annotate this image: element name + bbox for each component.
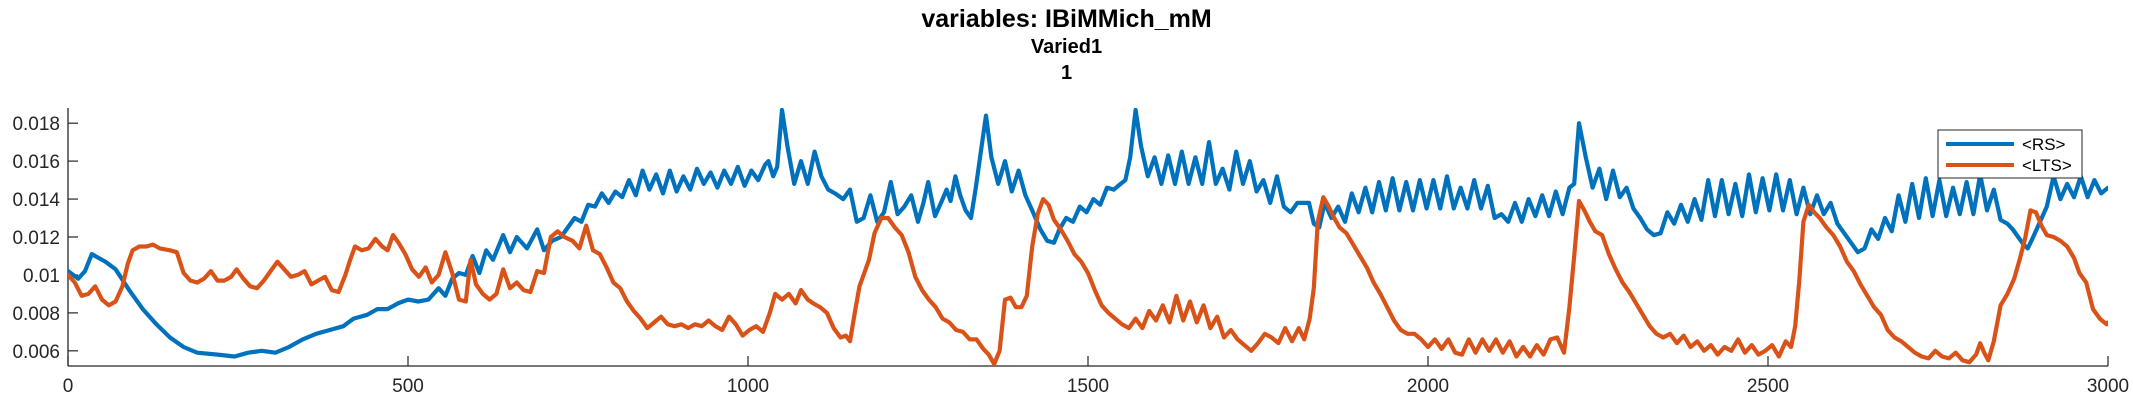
title-block: variables: IBiMMich_mM Varied1 1 xyxy=(0,4,2133,86)
axes: 0 500 1000 1500 2000 2500 3000 0.006 0.008 0.01 0.… xyxy=(12,108,2129,397)
y-tick-label: 0.014 xyxy=(12,190,60,211)
y-tick-label: 0.012 xyxy=(12,228,60,249)
x-tick-label: 1000 xyxy=(727,376,769,397)
series-line-lts xyxy=(68,195,2108,366)
legend-label: <RS> xyxy=(2022,135,2066,154)
x-tick-label: 2500 xyxy=(1747,376,1789,397)
y-tick-label: 0.01 xyxy=(23,266,60,287)
x-tick-label: 3000 xyxy=(2087,376,2129,397)
chart-subtitle: Varied1 xyxy=(1030,36,1103,58)
x-tick-label: 2000 xyxy=(1407,376,1449,397)
legend-box xyxy=(1937,129,2083,179)
series-lines xyxy=(68,108,2108,366)
y-tick-label: 0.018 xyxy=(12,114,60,135)
y-tick-label: 0.006 xyxy=(12,342,60,363)
chart-subtitle-2: 1 xyxy=(1060,62,1073,84)
y-tick-label: 0.008 xyxy=(12,304,60,325)
y-tick-label: 0.016 xyxy=(12,152,60,173)
x-tick-label: 500 xyxy=(392,376,424,397)
chart-title: variables: IBiMMich_mM xyxy=(921,5,1212,33)
x-tick-label: 1500 xyxy=(1067,376,1109,397)
legend: <RS> <LTS> xyxy=(1937,129,2083,179)
x-tick-label: 0 xyxy=(63,376,74,397)
legend-label: <LTS> xyxy=(2022,156,2072,175)
